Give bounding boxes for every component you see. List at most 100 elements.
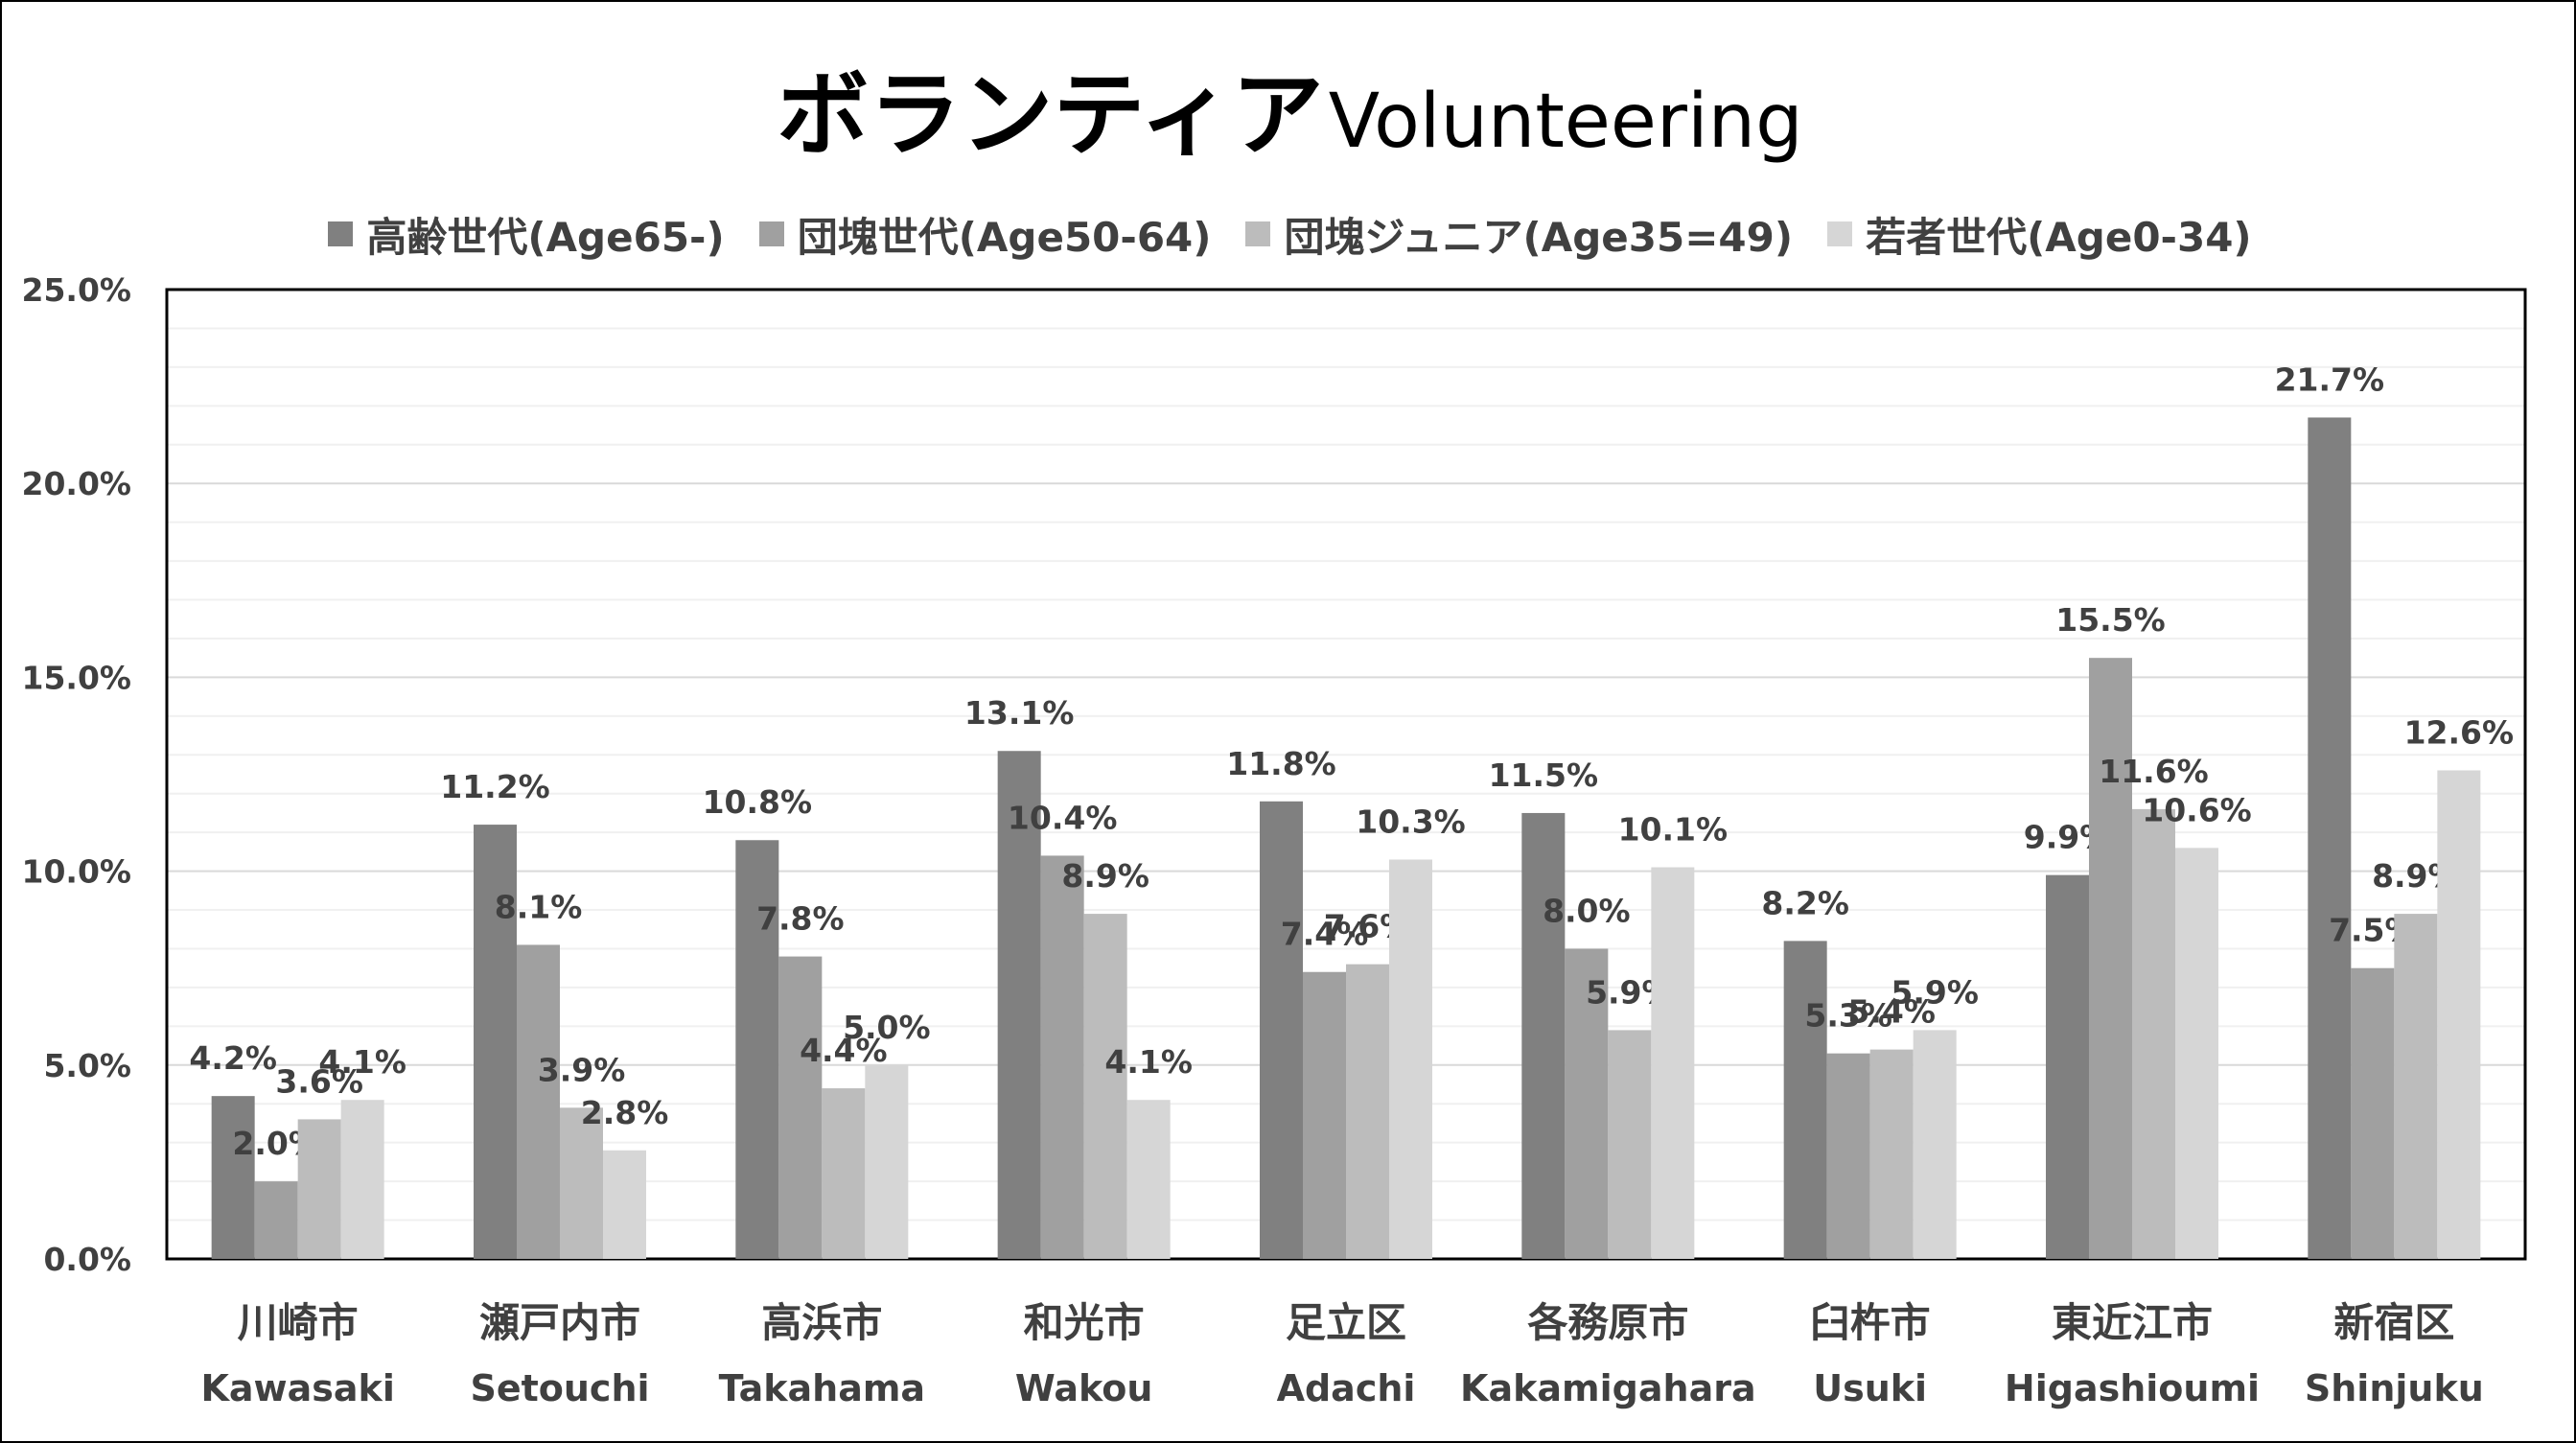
bar: [2046, 874, 2089, 1259]
bar: [778, 956, 823, 1259]
x-tick-label-en: Usuki: [1813, 1367, 1927, 1409]
x-tick-label-en: Adachi: [1277, 1367, 1416, 1409]
legend-item-age50-64: 団塊世代(Age50-64): [758, 205, 1212, 264]
bar: [1040, 855, 1084, 1259]
data-label: 10.4%: [1008, 799, 1118, 836]
bar: [1083, 914, 1127, 1259]
legend-swatch-age0-34: [1827, 221, 1853, 246]
bar: [2089, 658, 2132, 1259]
legend-label-age35-49: 団塊ジュニア(Age35=49): [1284, 213, 1794, 261]
data-label: 8.2%: [1761, 884, 1849, 921]
data-label: 8.9%: [1061, 857, 1149, 895]
x-tick-label-jp: 瀬戸内市: [479, 1299, 640, 1346]
chart-title: ボランティア Volunteering: [2, 58, 2576, 199]
bar: [1346, 964, 1389, 1259]
x-tick-label-en: Setouchi: [470, 1367, 649, 1409]
bar: [1869, 1049, 1914, 1259]
bar: [2351, 967, 2395, 1259]
x-tick-label-jp: 高浜市: [761, 1299, 882, 1346]
bar: [1651, 867, 1695, 1259]
data-label: 4.2%: [189, 1039, 277, 1077]
y-tick-label: 20.0%: [22, 465, 132, 502]
data-label: 11.5%: [1489, 756, 1599, 794]
data-label: 5.3%: [1804, 997, 1892, 1035]
bar: [603, 1150, 646, 1259]
data-label: 5.9%: [1891, 973, 1979, 1011]
x-tick-label-jp: 臼杵市: [1810, 1299, 1931, 1346]
x-tick-label-en: Kakamigahara: [1460, 1367, 1756, 1409]
bar: [865, 1064, 909, 1259]
x-tick-label-jp: 各務原市: [1527, 1299, 1688, 1346]
data-label: 15.5%: [2055, 601, 2166, 639]
bar: [1608, 1030, 1652, 1259]
bar: [1303, 971, 1346, 1259]
legend-label-age65: 高齢世代(Age65-): [366, 213, 725, 261]
data-label: 10.6%: [2142, 791, 2252, 828]
data-label: 7.8%: [756, 900, 845, 938]
bar: [735, 840, 779, 1259]
bar: [2308, 417, 2352, 1259]
y-tick-label: 0.0%: [43, 1241, 131, 1278]
x-tick-label-jp: 川崎市: [238, 1299, 359, 1346]
bar: [822, 1088, 866, 1259]
x-tick-label-en: Higashioumi: [2005, 1367, 2260, 1409]
legend-swatch-age50-64: [758, 221, 784, 246]
data-label: 10.1%: [1618, 811, 1729, 849]
data-label: 5.0%: [843, 1009, 931, 1046]
data-label: 11.2%: [440, 768, 550, 805]
bar: [340, 1100, 384, 1259]
x-tick-label-en: Kawasaki: [200, 1367, 394, 1409]
legend-item-age0-34: 若者世代(Age0-34): [1827, 205, 2252, 264]
bar: [2175, 848, 2218, 1259]
x-tick-label-jp: 足立区: [1286, 1299, 1406, 1346]
legend: 高齢世代(Age65-) 団塊世代(Age50-64) 団塊ジュニア(Age35…: [2, 205, 2576, 263]
legend-item-age65: 高齢世代(Age65-): [328, 205, 725, 264]
data-label: 2.8%: [581, 1094, 669, 1131]
x-tick-label-jp: 東近江市: [2052, 1299, 2213, 1346]
data-label: 4.4%: [800, 1032, 888, 1069]
chart-title-jp: ボランティア: [777, 61, 1324, 169]
data-label: 3.6%: [275, 1062, 363, 1100]
bar: [1783, 941, 1827, 1259]
chart-title-en: Volunteering: [1328, 79, 1803, 165]
y-tick-label: 25.0%: [22, 271, 132, 309]
bar: [560, 1107, 603, 1259]
x-tick-label-jp: 新宿区: [2333, 1299, 2454, 1346]
bar: [517, 944, 560, 1259]
y-tick-label: 15.0%: [22, 659, 132, 696]
bar: [2132, 808, 2175, 1259]
data-label: 4.1%: [1104, 1043, 1193, 1081]
bar: [1389, 859, 1432, 1259]
bar: [2437, 770, 2481, 1259]
bar: [1565, 948, 1609, 1259]
x-tick-label-en: Takahama: [719, 1367, 926, 1409]
x-tick-label-jp: 和光市: [1024, 1299, 1145, 1346]
bar: [1126, 1100, 1171, 1259]
legend-label-age50-64: 団塊世代(Age50-64): [797, 213, 1212, 261]
data-label: 4.1%: [318, 1043, 406, 1081]
data-label: 8.0%: [1543, 892, 1631, 929]
x-tick-label-en: Shinjuku: [2305, 1367, 2484, 1409]
data-label: 11.6%: [2099, 753, 2209, 790]
data-label: 21.7%: [2275, 361, 2385, 398]
data-label: 8.1%: [495, 888, 583, 925]
data-label: 10.8%: [703, 783, 813, 821]
data-label: 13.1%: [964, 694, 1075, 732]
bar: [1260, 801, 1303, 1259]
data-label: 10.3%: [1356, 803, 1466, 840]
y-tick-label: 5.0%: [43, 1047, 131, 1084]
bar: [997, 751, 1041, 1259]
bar: [254, 1181, 298, 1259]
bar: [211, 1096, 255, 1259]
legend-swatch-age65: [328, 221, 354, 246]
y-tick-label: 10.0%: [22, 853, 132, 891]
data-label: 12.6%: [2404, 713, 2515, 751]
legend-label-age0-34: 若者世代(Age0-34): [1866, 213, 2252, 261]
legend-swatch-age35-49: [1245, 221, 1271, 246]
bar: [1826, 1053, 1870, 1259]
x-tick-label-en: Wakou: [1015, 1367, 1153, 1409]
data-label: 5.4%: [1847, 993, 1936, 1031]
legend-item-age35-49: 団塊ジュニア(Age35=49): [1245, 205, 1793, 264]
